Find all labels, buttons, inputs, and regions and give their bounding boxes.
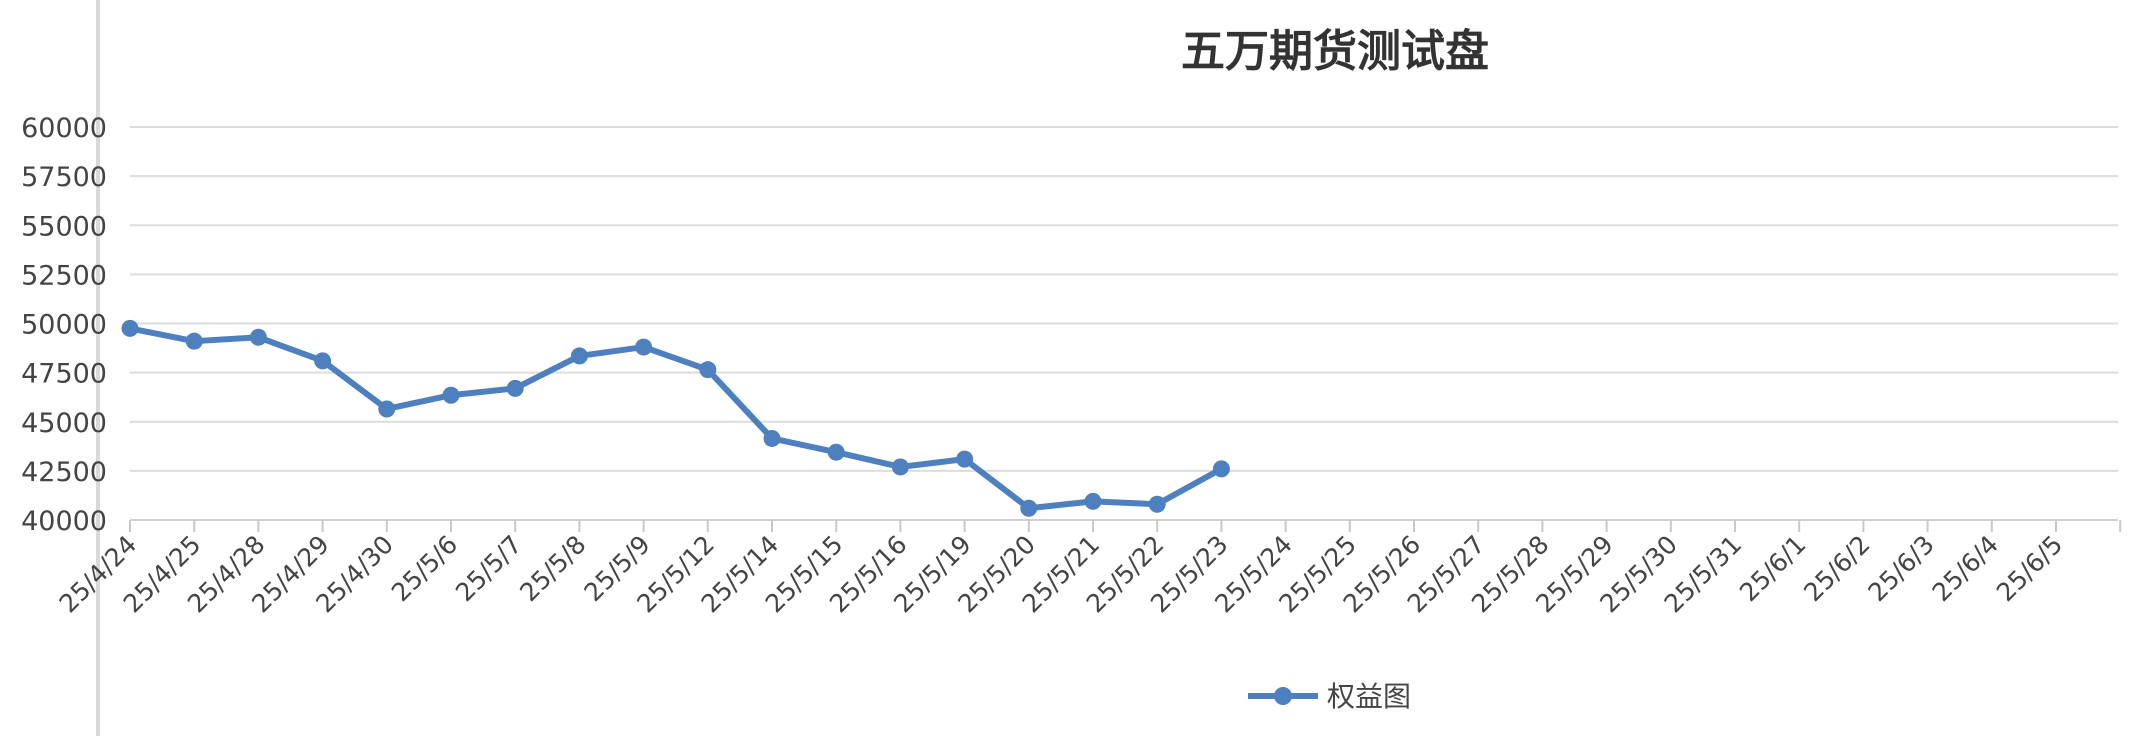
series-line	[127, 325, 1225, 512]
data-point	[121, 319, 139, 337]
y-tick-label: 50000	[21, 310, 107, 341]
data-point	[1084, 492, 1102, 510]
data-point	[249, 328, 267, 346]
data-point	[956, 450, 974, 468]
chart-title: 五万期货测试盘	[1181, 26, 1489, 77]
x-axis: 25/4/2425/4/2525/4/2825/4/2925/4/3025/5/…	[54, 519, 2122, 618]
data-point	[763, 429, 781, 447]
legend: 权益图	[1248, 680, 1411, 713]
data-point	[1148, 495, 1166, 513]
data-point	[827, 443, 845, 461]
data-point	[378, 400, 396, 418]
series-equity	[121, 319, 1230, 517]
data-point	[1020, 499, 1038, 517]
x-tick-label: 25/6/5	[1991, 530, 2068, 607]
data-point	[635, 338, 653, 356]
data-point	[314, 352, 332, 370]
data-point	[442, 386, 460, 404]
x-tick-label: 25/5/8	[514, 530, 591, 607]
left-border-rule	[96, 0, 100, 736]
data-point	[570, 347, 588, 365]
x-tick-label: 25/6/2	[1798, 530, 1875, 607]
y-tick-label: 52500	[21, 260, 107, 291]
y-tick-label: 47500	[21, 359, 107, 390]
data-point	[506, 379, 524, 397]
data-point	[185, 332, 203, 350]
y-tick-label: 60000	[21, 113, 107, 144]
legend-marker-swatch	[1274, 687, 1292, 705]
x-tick-label: 25/6/3	[1862, 530, 1939, 607]
y-tick-label: 45000	[21, 408, 107, 439]
gridlines	[130, 126, 2118, 472]
legend-label: 权益图	[1327, 680, 1411, 713]
data-point	[891, 458, 909, 476]
y-axis-ticks: 60000 57500 55000 52500 50000 47500 45000 42500…	[21, 113, 107, 537]
y-tick-label: 55000	[21, 211, 107, 242]
x-tick-label: 25/6/1	[1734, 530, 1811, 607]
y-tick-label: 40000	[21, 506, 107, 537]
data-point	[699, 361, 717, 379]
x-tick-label: 25/6/4	[1927, 530, 2004, 607]
x-tick-label: 25/5/6	[386, 530, 463, 607]
y-tick-label: 42500	[21, 457, 107, 488]
data-point	[1212, 460, 1230, 478]
y-tick-label: 57500	[21, 162, 107, 193]
x-tick-label: 25/5/7	[450, 530, 527, 607]
